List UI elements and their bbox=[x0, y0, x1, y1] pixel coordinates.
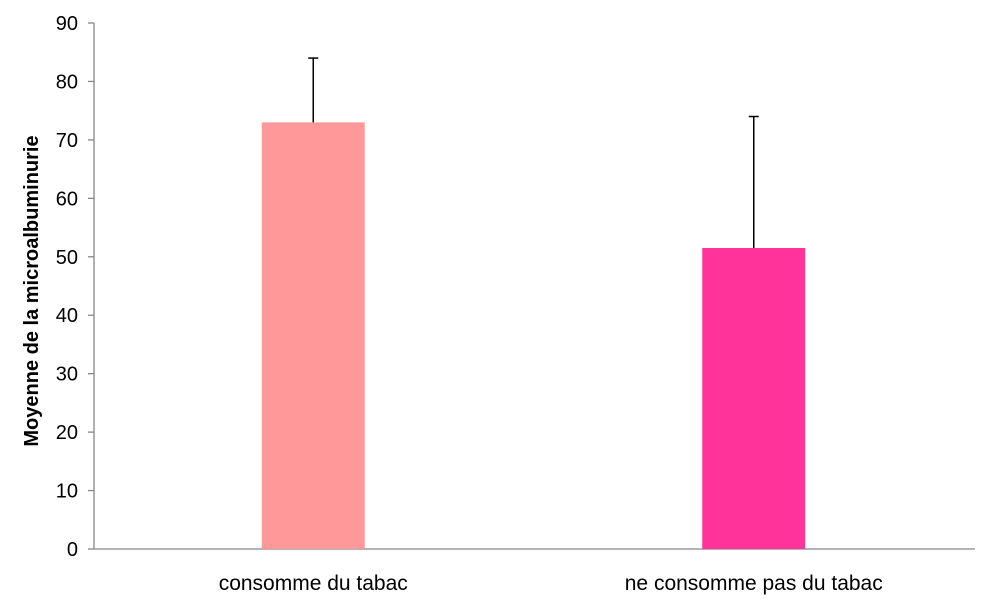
y-tick-label: 80 bbox=[56, 71, 78, 93]
category-label: consomme du tabac bbox=[219, 572, 408, 595]
bar bbox=[261, 122, 365, 549]
y-axis: 0 10 20 30 40 50 60 70 80 90 bbox=[56, 13, 95, 561]
category-label: ne consomme pas du tabac bbox=[625, 572, 883, 595]
y-tick-label: 0 bbox=[67, 539, 78, 561]
bar bbox=[702, 248, 806, 549]
y-tick-label: 60 bbox=[56, 188, 78, 210]
y-tick-label: 90 bbox=[56, 13, 78, 35]
y-tick-label: 10 bbox=[56, 481, 78, 503]
y-tick-label: 20 bbox=[56, 422, 78, 444]
y-axis-title: Moyenne de la microalbuminurie bbox=[21, 135, 43, 446]
y-tick-label: 30 bbox=[56, 364, 78, 386]
category-labels: consomme du tabac ne consomme pas du taba… bbox=[219, 572, 883, 595]
y-tick-label: 70 bbox=[56, 130, 78, 152]
bars bbox=[261, 122, 806, 549]
error-bars bbox=[308, 57, 759, 249]
y-tick-label: 40 bbox=[56, 305, 78, 327]
y-tick-label: 50 bbox=[56, 247, 78, 269]
